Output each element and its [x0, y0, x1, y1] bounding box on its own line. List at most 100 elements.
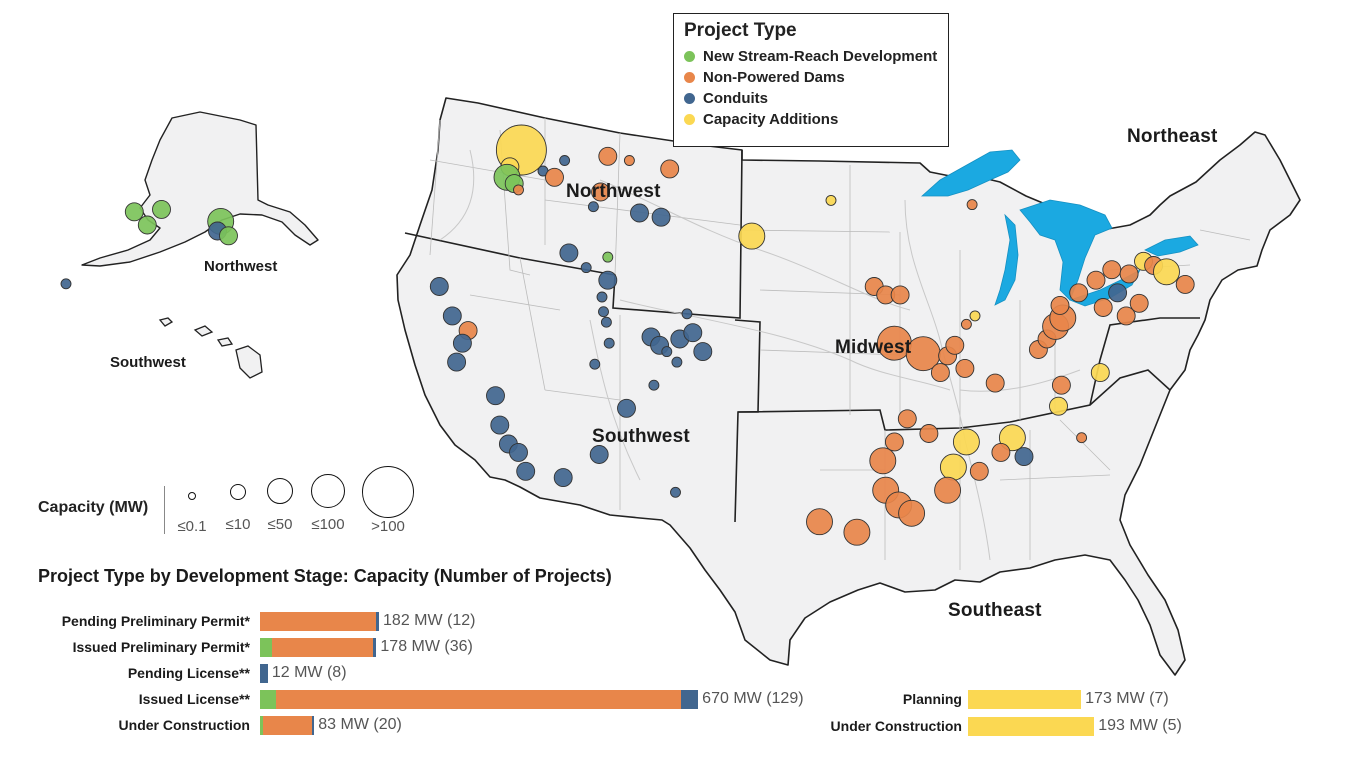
project-marker-48 [825, 194, 837, 206]
bar-track [260, 612, 380, 631]
region-label-midwest: Midwest [835, 337, 912, 358]
size-circle-icon [311, 474, 345, 508]
project-marker-42 [490, 415, 510, 435]
alaska-project-marker-5 [219, 226, 238, 246]
project-marker-45 [516, 461, 536, 481]
bar-segment [311, 716, 315, 735]
project-marker-15 [559, 243, 579, 263]
bar-segment [260, 612, 376, 631]
size-circle-icon [267, 478, 293, 504]
bar-segment [260, 638, 272, 657]
bar-track [260, 664, 268, 683]
project-marker-74 [1175, 274, 1195, 294]
project-marker-96 [1076, 432, 1088, 444]
bar-segment [373, 638, 377, 657]
project-marker-83 [969, 461, 989, 481]
blue-dot-icon [684, 93, 695, 104]
project-marker-58 [969, 310, 981, 322]
project-marker-17 [602, 251, 614, 263]
project-marker-41 [486, 386, 505, 406]
project-marker-90 [869, 447, 897, 475]
bar-stage-label: Issued License** [138, 691, 250, 707]
bar-segment [375, 612, 380, 631]
project-marker-78 [1093, 298, 1113, 317]
green-dot-icon [684, 51, 695, 62]
project-marker-9 [623, 155, 635, 166]
project-marker-94 [806, 508, 833, 536]
project-marker-35 [670, 486, 681, 498]
orange-dot-icon [684, 72, 695, 83]
project-marker-85 [939, 453, 967, 481]
project-marker-60 [955, 358, 975, 378]
project-marker-73 [1153, 258, 1180, 286]
hawaii-shape [158, 317, 263, 379]
bar-stage-label: Pending License** [127, 665, 250, 681]
project-marker-77 [1108, 283, 1128, 303]
region-label-southeast: Southeast [948, 600, 1042, 621]
bar-value-label: 670 MW (129) [702, 690, 804, 707]
bar-segment [681, 690, 699, 709]
bar-value-label: 182 MW (12) [383, 612, 476, 629]
capacity-size-label: ≤0.1 [177, 518, 207, 535]
project-marker-70 [1119, 264, 1139, 284]
bar-value-label: 83 MW (20) [318, 716, 402, 733]
bar-stage-label: Under Construction [118, 717, 250, 733]
project-marker-26 [661, 346, 673, 358]
bar-segment [968, 717, 1095, 736]
capacity-size-label: ≤10 [225, 516, 251, 533]
project-marker-84 [952, 428, 980, 456]
project-marker-23 [589, 358, 601, 370]
bar-chart-title: Project Type by Development Stage: Capac… [38, 566, 612, 586]
bar-segment [271, 638, 374, 657]
legend-item-non-powered-dams: Non-Powered Dams [684, 67, 938, 88]
size-circle-icon [188, 492, 196, 500]
project-marker-76 [1116, 306, 1136, 326]
project-marker-19 [596, 291, 608, 303]
capacity-size-label: >100 [371, 518, 405, 535]
project-marker-13 [630, 203, 649, 223]
project-marker-36 [429, 277, 449, 296]
yellow-dot-icon [684, 114, 695, 125]
project-marker-44 [509, 442, 528, 462]
alaska-project-marker-6 [60, 278, 72, 290]
bar-segment [968, 690, 1082, 709]
bar-segment [260, 690, 276, 709]
bar-track [260, 716, 315, 735]
project-marker-6 [545, 167, 564, 187]
region-label-southwest: Southwest [592, 426, 690, 447]
project-marker-98 [1090, 363, 1110, 383]
region-label-northeast: Northeast [1127, 126, 1218, 147]
project-marker-40 [447, 352, 467, 372]
project-type-legend: Project Type New Stream-Reach Developmen… [673, 13, 949, 147]
project-marker-80 [1049, 396, 1068, 416]
project-marker-29 [683, 323, 703, 343]
project-marker-67 [1069, 283, 1089, 303]
bar-stage-label: Under Construction [830, 718, 962, 734]
legend-label: Conduits [703, 90, 768, 107]
bar-value-label: 12 MW (8) [271, 664, 347, 681]
region-label-northwest: Northwest [566, 181, 661, 202]
bar-stage-label: Issued Preliminary Permit* [72, 639, 250, 655]
capacity-size-label: ≤100 [311, 516, 345, 533]
bar-value-label: 173 MW (7) [1085, 690, 1169, 707]
capacity-legend-divider [164, 486, 165, 534]
project-marker-46 [553, 468, 573, 488]
project-marker-14 [651, 207, 671, 227]
project-marker-93 [898, 499, 926, 527]
bar-track [968, 690, 1082, 709]
project-marker-8 [598, 146, 618, 166]
project-marker-89 [884, 432, 904, 452]
capacity-size-2: ≤50 [262, 478, 298, 533]
alaska-project-marker-1 [152, 199, 171, 219]
bar-segment [275, 690, 682, 709]
legend-item-capacity-additions: Capacity Additions [684, 109, 938, 130]
bar-stage-label: Pending Preliminary Permit* [61, 613, 250, 629]
project-marker-68 [1086, 270, 1106, 290]
project-marker-16 [580, 262, 592, 274]
project-marker-75 [1129, 293, 1149, 313]
project-marker-57 [960, 318, 972, 330]
project-marker-82 [991, 442, 1011, 462]
project-marker-86 [934, 476, 962, 504]
project-marker-56 [945, 335, 965, 355]
